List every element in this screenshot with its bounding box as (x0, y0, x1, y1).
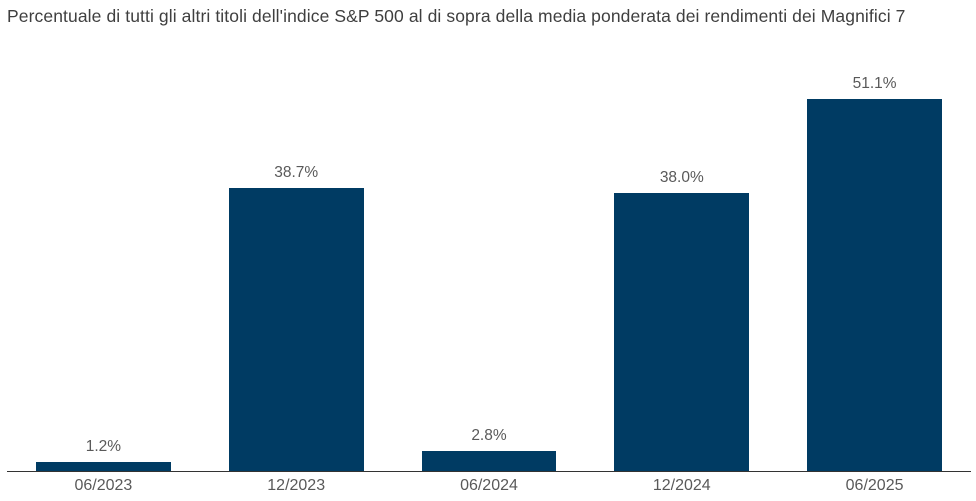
bar-value-label: 2.8% (471, 426, 507, 444)
bar-column: 1.2% (7, 75, 200, 471)
bar-column: 38.7% (200, 75, 393, 471)
bar-column: 51.1% (778, 75, 971, 471)
x-axis-tick-label: 12/2024 (652, 477, 711, 494)
bar-value-label: 38.0% (659, 168, 704, 186)
plot-area: 1.2% 38.7% 2.8% 38.0% 51.1% (7, 75, 971, 472)
bar-value-label: 1.2% (85, 438, 122, 456)
bar (421, 450, 557, 471)
bar (614, 192, 750, 471)
x-axis-labels: 06/2023 12/2023 06/2024 12/2024 06/2025 (7, 477, 971, 495)
bar-value-label: 38.7% (274, 163, 319, 181)
x-axis-tick-label: 06/2024 (460, 477, 518, 494)
bar-column: 38.0% (585, 75, 778, 471)
bar (807, 99, 943, 471)
bar-value-label: 51.1% (852, 75, 897, 92)
bar (35, 462, 171, 471)
bar (228, 187, 364, 471)
x-axis-tick-label: 06/2023 (74, 477, 133, 494)
x-axis-tick-label: 06/2025 (845, 477, 904, 494)
chart-title: Percentuale di tutti gli altri titoli de… (7, 6, 906, 26)
x-axis-tick-label: 12/2023 (267, 477, 326, 494)
bar-column: 2.8% (393, 75, 586, 471)
